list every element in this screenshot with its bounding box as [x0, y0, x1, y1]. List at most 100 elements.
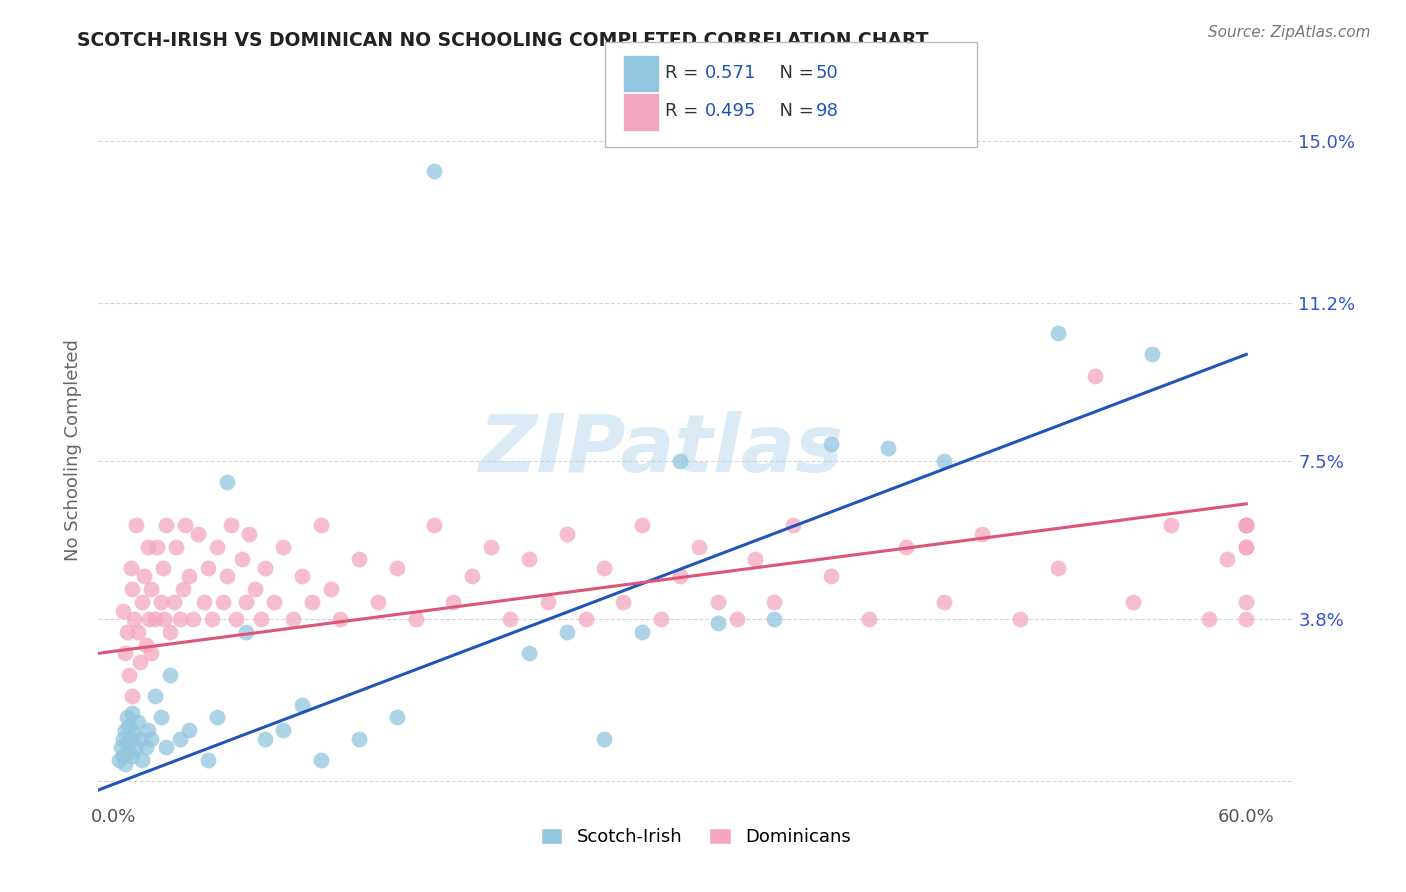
Text: 0.571: 0.571: [704, 63, 756, 82]
Point: [238, 526, 260, 541]
Point: [1234, 518, 1257, 533]
Point: [631, 518, 654, 533]
Text: R =: R =: [665, 103, 704, 120]
Point: [219, 518, 242, 533]
Point: [143, 612, 166, 626]
Point: [207, 540, 229, 554]
Point: [197, 561, 219, 575]
Text: ZIPatlas: ZIPatlas: [478, 411, 842, 490]
Point: [124, 727, 146, 741]
Point: [121, 748, 143, 763]
Point: [273, 723, 295, 738]
Point: [135, 740, 157, 755]
Point: [309, 753, 332, 767]
Point: [114, 723, 136, 738]
Point: [1234, 540, 1257, 554]
Point: [124, 612, 146, 626]
Point: [177, 569, 200, 583]
Point: [115, 736, 138, 750]
Point: [111, 731, 134, 746]
Point: [763, 612, 786, 626]
Point: [136, 540, 159, 554]
Point: [688, 540, 710, 554]
Point: [146, 540, 169, 554]
Point: [120, 561, 142, 575]
Text: N =: N =: [768, 103, 820, 120]
Text: 0.495: 0.495: [704, 103, 756, 120]
Text: 50: 50: [815, 63, 838, 82]
Point: [243, 582, 266, 597]
Point: [820, 569, 842, 583]
Point: [249, 612, 271, 626]
Point: [319, 582, 342, 597]
Point: [537, 595, 560, 609]
Point: [309, 518, 332, 533]
Point: [650, 612, 672, 626]
Point: [253, 561, 276, 575]
Point: [1234, 518, 1257, 533]
Point: [1160, 518, 1182, 533]
Point: [385, 710, 408, 724]
Point: [125, 518, 148, 533]
Point: [125, 740, 148, 755]
Y-axis label: No Schooling Completed: No Schooling Completed: [63, 340, 82, 561]
Point: [669, 454, 692, 468]
Point: [174, 518, 197, 533]
Point: [136, 723, 159, 738]
Point: [155, 518, 177, 533]
Point: [461, 569, 484, 583]
Point: [193, 595, 215, 609]
Point: [121, 689, 143, 703]
Point: [253, 731, 276, 746]
Point: [201, 612, 224, 626]
Point: [159, 624, 181, 639]
Point: [1198, 612, 1220, 626]
Point: [181, 612, 204, 626]
Point: [1234, 540, 1257, 554]
Point: [555, 526, 578, 541]
Point: [441, 595, 464, 609]
Point: [110, 740, 132, 755]
Point: [301, 595, 323, 609]
Point: [367, 595, 389, 609]
Point: [114, 757, 136, 772]
Point: [231, 552, 253, 566]
Point: [876, 442, 898, 456]
Point: [121, 706, 143, 720]
Point: [329, 612, 352, 626]
Point: [1046, 326, 1069, 340]
Point: [163, 595, 186, 609]
Text: R =: R =: [665, 63, 704, 82]
Point: [165, 540, 187, 554]
Point: [744, 552, 766, 566]
Point: [169, 612, 191, 626]
Point: [111, 748, 134, 763]
Point: [820, 437, 842, 451]
Point: [153, 612, 176, 626]
Point: [1216, 552, 1239, 566]
Point: [172, 582, 194, 597]
Point: [385, 561, 408, 575]
Point: [149, 710, 172, 724]
Point: [934, 454, 956, 468]
Point: [111, 604, 134, 618]
Point: [782, 518, 804, 533]
Point: [131, 595, 153, 609]
Point: [138, 612, 160, 626]
Point: [479, 540, 502, 554]
Point: [263, 595, 285, 609]
Point: [499, 612, 522, 626]
Point: [706, 595, 728, 609]
Point: [273, 540, 295, 554]
Point: [215, 569, 238, 583]
Point: [1234, 518, 1257, 533]
Point: [115, 710, 138, 724]
Point: [347, 731, 370, 746]
Point: [155, 740, 177, 755]
Point: [114, 646, 136, 660]
Point: [1008, 612, 1031, 626]
Point: [1140, 347, 1163, 361]
Point: [117, 667, 139, 681]
Point: [405, 612, 427, 626]
Point: [207, 710, 229, 724]
